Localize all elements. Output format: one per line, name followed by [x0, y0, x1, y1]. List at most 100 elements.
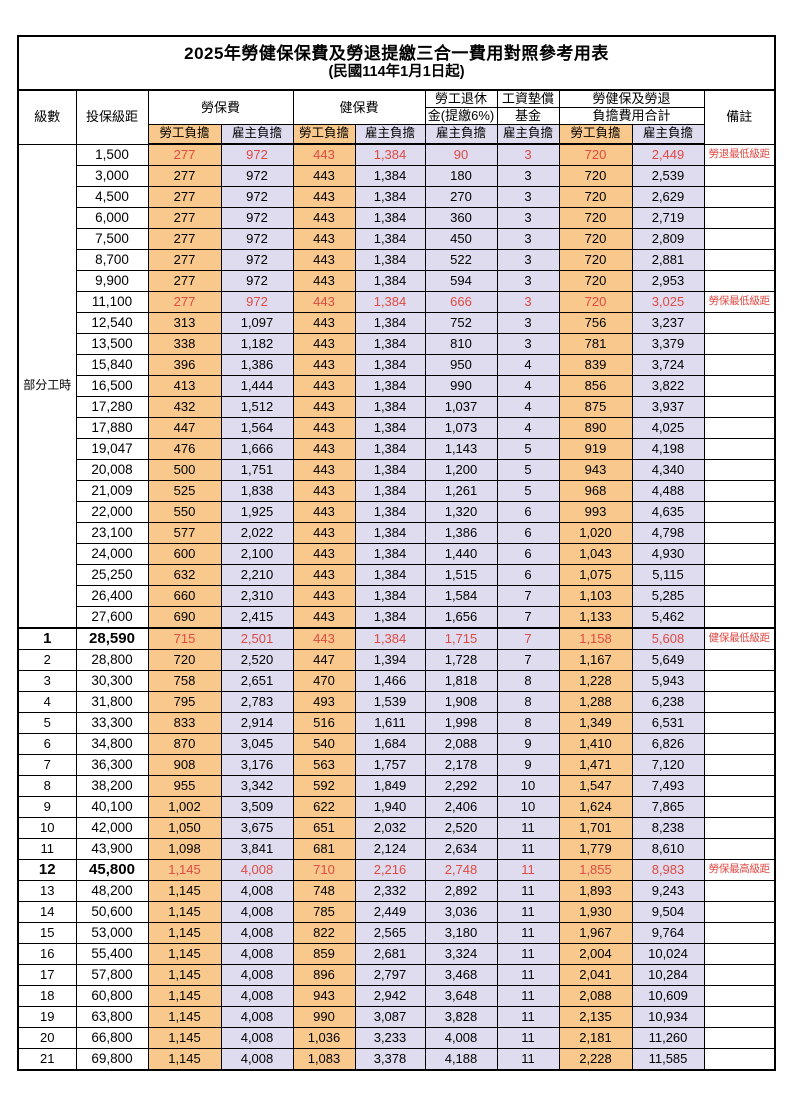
health-employee-cell: 622 — [292, 796, 356, 818]
health-employee-cell: 443 — [292, 480, 356, 502]
labor-employee-cell: 413 — [147, 375, 222, 397]
pension-employer-cell: 2,406 — [424, 796, 498, 818]
health-employee-cell: 943 — [292, 985, 356, 1007]
table-row: 22,000 550 1,925 443 1,384 1,320 6 993 4,635 — [18, 501, 776, 523]
health-employee-cell: 443 — [292, 375, 356, 397]
wage-fund-employer-cell: 9 — [496, 733, 560, 755]
total-employer-cell: 10,284 — [631, 964, 705, 986]
bracket-cell: 50,600 — [75, 901, 149, 923]
total-employer-cell: 6,238 — [631, 691, 705, 713]
health-employee-cell: 443 — [292, 543, 356, 565]
col-header-total-line1: 勞健保及勞退 — [558, 89, 705, 108]
title-row: 2025年勞健保保費及勞退提繳三合一費用對照參考用表 (民國114年1月1日起) — [17, 35, 776, 91]
pension-employer-cell: 1,656 — [424, 606, 498, 629]
table-row: 20 66,800 1,145 4,008 1,036 3,233 4,008 11 2,181… — [17, 1027, 776, 1049]
labor-employee-cell: 1,145 — [147, 943, 222, 965]
health-employer-cell: 1,384 — [354, 480, 426, 502]
table-row: 3,000 277 972 443 1,384 180 3 720 2,539 — [18, 165, 776, 187]
labor-employee-cell: 1,145 — [147, 922, 222, 944]
labor-employee-cell: 396 — [147, 354, 222, 376]
table-row: 10 42,000 1,050 3,675 651 2,032 2,520 11 1,701 8,… — [17, 817, 776, 839]
header-row-3: 勞工負擔 雇主負擔 勞工負擔 雇主負擔 雇主負擔 雇主負擔 勞工負擔 雇主負擔 — [18, 124, 775, 145]
table-row: 16 55,400 1,145 4,008 859 2,681 3,324 11 2,004 10… — [17, 943, 776, 965]
table-row: 17 57,800 1,145 4,008 896 2,797 3,468 11 2,041 10… — [17, 964, 776, 986]
pension-employer-cell: 90 — [424, 143, 498, 166]
labor-employee-cell: 447 — [147, 417, 222, 439]
labor-employee-cell: 632 — [147, 564, 222, 586]
labor-employer-cell: 3,342 — [220, 775, 294, 797]
total-employer-cell: 2,809 — [631, 228, 705, 250]
total-employee-cell: 1,624 — [558, 796, 633, 818]
bracket-cell: 40,100 — [75, 796, 149, 818]
bracket-cell: 26,400 — [75, 585, 149, 607]
wage-fund-employer-cell: 3 — [496, 207, 560, 229]
health-employee-cell: 443 — [292, 354, 356, 376]
total-employee-cell: 1,228 — [558, 670, 633, 692]
pension-employer-cell: 450 — [424, 228, 498, 250]
health-employer-cell: 2,216 — [354, 859, 426, 881]
remark-cell — [703, 312, 776, 334]
total-employer-cell: 2,629 — [631, 186, 705, 208]
bracket-cell: 16,500 — [75, 375, 149, 397]
pension-employer-cell: 3,180 — [424, 922, 498, 944]
labor-employer-cell: 2,651 — [220, 670, 294, 692]
wage-fund-employer-cell: 8 — [496, 691, 560, 713]
labor-employer-cell: 1,512 — [220, 396, 294, 418]
pension-employer-cell: 2,520 — [424, 817, 498, 839]
pension-employer-cell: 1,440 — [424, 543, 498, 565]
table-row: 26,400 660 2,310 443 1,384 1,584 7 1,103 5,285 — [18, 585, 776, 607]
remark-cell — [703, 333, 776, 355]
premium-reference-table: 2025年勞健保保費及勞退提繳三合一費用對照參考用表 (民國114年1月1日起)… — [17, 35, 777, 1071]
total-employee-cell: 943 — [558, 459, 633, 481]
health-employer-cell: 1,384 — [354, 186, 426, 208]
labor-employer-cell: 1,097 — [220, 312, 294, 334]
level-cell: 11 — [17, 838, 77, 860]
labor-employer-cell: 972 — [220, 165, 294, 187]
total-employer-cell: 9,764 — [631, 922, 705, 944]
wage-fund-employer-cell: 11 — [496, 1027, 560, 1049]
pension-employer-cell: 1,073 — [424, 417, 498, 439]
wage-fund-employer-cell: 11 — [496, 880, 560, 902]
total-employer-cell: 9,504 — [631, 901, 705, 923]
table-title-cell: 2025年勞健保保費及勞退提繳三合一費用對照參考用表 (民國114年1月1日起) — [17, 35, 776, 91]
health-employer-cell: 3,378 — [354, 1048, 426, 1071]
total-employee-cell: 720 — [558, 143, 633, 166]
labor-employer-cell: 972 — [220, 228, 294, 250]
pension-employer-cell: 1,818 — [424, 670, 498, 692]
health-employer-cell: 2,124 — [354, 838, 426, 860]
wage-fund-employer-cell: 10 — [496, 775, 560, 797]
health-employer-cell: 1,384 — [354, 291, 426, 313]
wage-fund-employer-cell: 4 — [496, 396, 560, 418]
pension-employer-cell: 1,320 — [424, 501, 498, 523]
bracket-cell: 69,800 — [75, 1048, 149, 1071]
bracket-cell: 7,500 — [75, 228, 149, 250]
health-employee-cell: 1,036 — [292, 1027, 356, 1049]
labor-employer-cell: 4,008 — [220, 1027, 294, 1049]
bracket-cell: 11,100 — [75, 291, 149, 313]
remark-cell — [703, 228, 776, 250]
health-employer-cell: 1,940 — [354, 796, 426, 818]
labor-employee-cell: 1,002 — [147, 796, 222, 818]
pension-employer-cell: 2,748 — [424, 859, 498, 881]
remark-cell — [703, 396, 776, 418]
bracket-cell: 25,250 — [75, 564, 149, 586]
labor-employee-cell: 600 — [147, 543, 222, 565]
total-employee-cell: 781 — [558, 333, 633, 355]
health-employer-cell: 1,384 — [354, 354, 426, 376]
health-employee-cell: 443 — [292, 417, 356, 439]
labor-employee-cell: 795 — [147, 691, 222, 713]
health-employee-cell: 443 — [292, 291, 356, 313]
bracket-cell: 36,300 — [75, 754, 149, 776]
bracket-cell: 33,300 — [75, 712, 149, 734]
pension-employer-cell: 1,584 — [424, 585, 498, 607]
total-employee-cell: 968 — [558, 480, 633, 502]
health-employer-cell: 1,384 — [354, 143, 426, 166]
total-employee-cell: 2,228 — [558, 1048, 633, 1071]
pension-employer-cell: 990 — [424, 375, 498, 397]
labor-employee-cell: 500 — [147, 459, 222, 481]
page-subtitle: (民國114年1月1日起) — [328, 64, 465, 81]
total-employer-cell: 10,609 — [631, 985, 705, 1007]
pension-employer-cell: 1,998 — [424, 712, 498, 734]
subheader-pension-employer: 雇主負擔 — [424, 124, 498, 145]
bracket-cell: 6,000 — [75, 207, 149, 229]
